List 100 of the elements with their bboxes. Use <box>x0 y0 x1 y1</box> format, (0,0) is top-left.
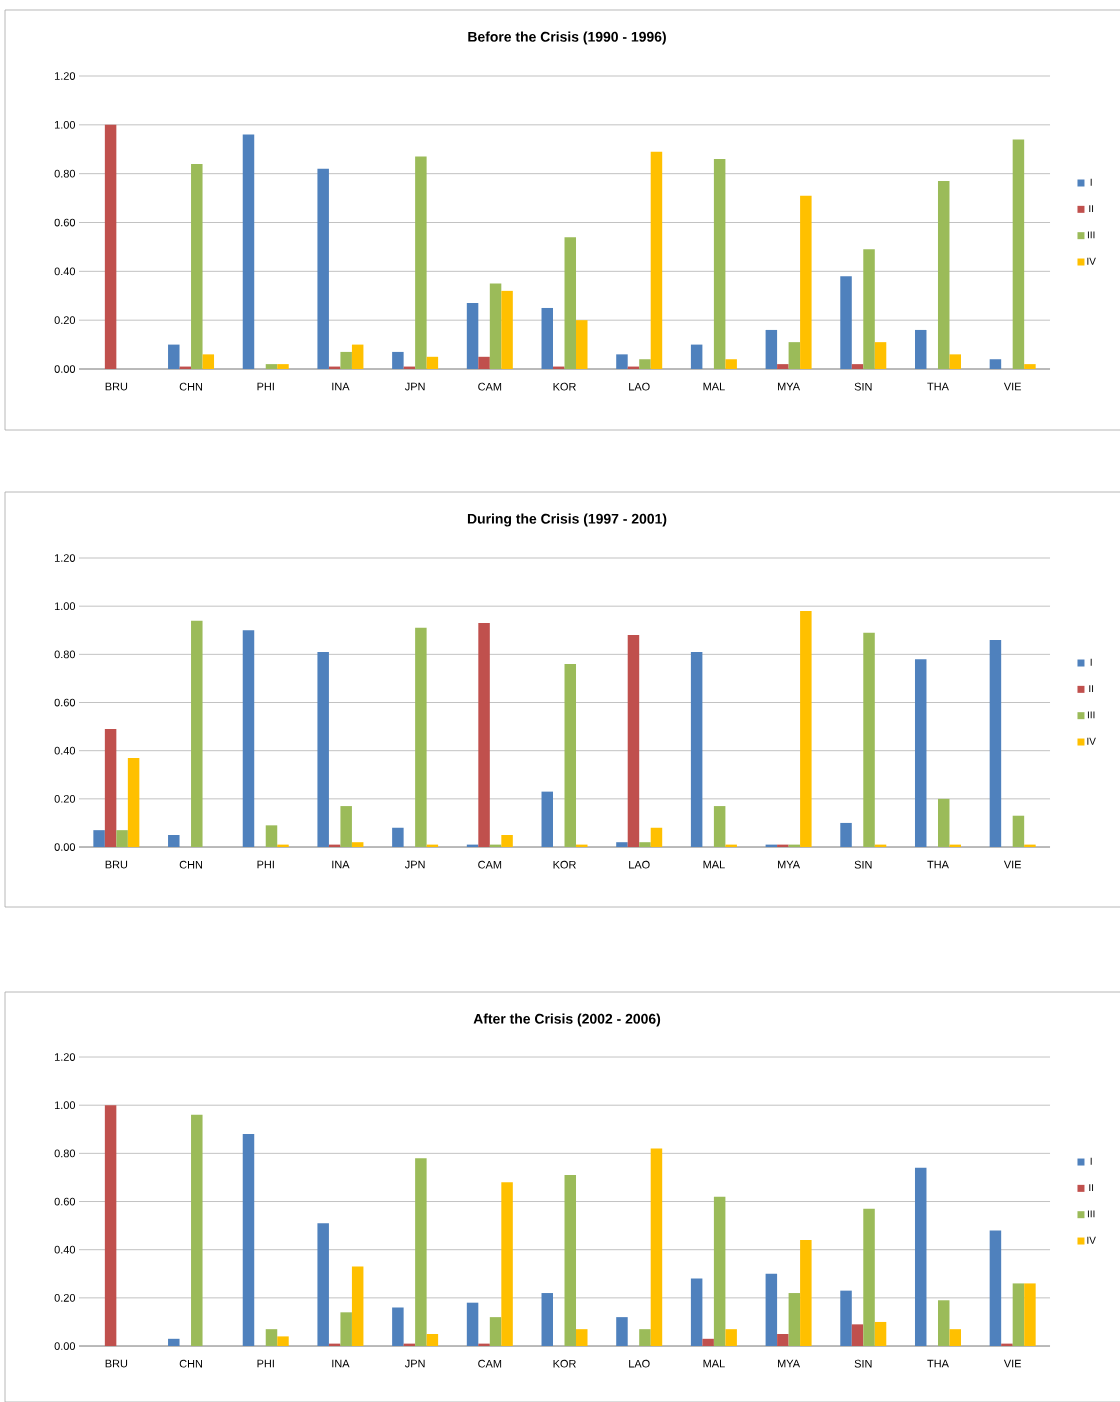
bar <box>541 307 554 370</box>
y-tick-label: 0.00 <box>54 1342 76 1350</box>
bar <box>1012 1283 1025 1347</box>
bar <box>650 151 663 370</box>
x-tick-label: KOR <box>553 382 576 391</box>
bar <box>713 159 726 370</box>
bar <box>800 195 812 370</box>
x-tick-label: MAL <box>703 860 725 869</box>
bar <box>989 639 1002 848</box>
bar <box>340 806 352 848</box>
x-tick-label: THA <box>927 1359 949 1368</box>
bar <box>501 290 513 370</box>
legend-label: I <box>1090 178 1092 186</box>
bar <box>564 663 577 848</box>
bar <box>104 729 117 848</box>
legend-label: IV <box>1087 737 1096 745</box>
x-tick-label: MYA <box>778 860 801 869</box>
bar <box>104 124 117 370</box>
bar <box>788 342 801 370</box>
bar <box>340 1312 352 1347</box>
y-tick-label: 0.20 <box>54 316 76 325</box>
bar <box>690 1278 703 1347</box>
legend-label: IV <box>1087 1236 1096 1244</box>
bar <box>949 1329 961 1347</box>
legend-label: IV <box>1087 257 1096 265</box>
bar <box>989 359 1002 370</box>
x-tick-label: KOR <box>553 1359 576 1368</box>
bar <box>725 359 737 370</box>
bar <box>564 1175 577 1347</box>
x-tick-label: KOR <box>553 860 576 869</box>
x-tick-label: PHI <box>257 382 274 391</box>
bar <box>840 822 852 848</box>
x-tick-label: JPN <box>404 1359 425 1368</box>
bar <box>851 1324 864 1347</box>
bar <box>1012 139 1025 370</box>
bar <box>616 354 628 370</box>
x-tick-label: LAO <box>629 382 650 391</box>
bar <box>466 1302 479 1347</box>
bar <box>1024 1283 1036 1347</box>
x-tick-label: CHN <box>179 1359 203 1368</box>
x-tick-label: SIN <box>854 860 872 869</box>
bar <box>501 834 513 848</box>
x-tick-label: BRU <box>105 1359 128 1368</box>
y-tick-label: 0.40 <box>54 746 76 755</box>
bar <box>478 356 490 370</box>
legend-label: I <box>1090 658 1092 666</box>
x-tick-label: MAL <box>703 382 725 391</box>
y-tick-label: 0.00 <box>54 843 76 851</box>
bar <box>639 359 651 370</box>
bar <box>765 1273 778 1347</box>
x-tick-label: LAO <box>629 860 650 869</box>
bar <box>863 632 875 848</box>
bar <box>616 1317 628 1347</box>
x-tick-label: VIE <box>1003 1359 1022 1368</box>
bar <box>351 344 364 370</box>
bar <box>874 1321 887 1347</box>
x-tick-label: CAM <box>478 382 502 391</box>
bar <box>415 156 427 370</box>
bar <box>840 1290 852 1347</box>
bar <box>765 329 778 370</box>
bar <box>851 364 864 370</box>
y-tick-label: 1.20 <box>54 1053 76 1061</box>
bar <box>541 1293 554 1347</box>
y-tick-label: 0.20 <box>54 1293 76 1302</box>
bar <box>340 351 352 370</box>
bar <box>104 1105 117 1347</box>
bar <box>949 354 961 370</box>
x-tick-label: LAO <box>629 1359 650 1368</box>
y-tick-label: 0.60 <box>54 1197 76 1206</box>
bar <box>863 249 875 370</box>
y-tick-label: 0.60 <box>54 218 76 227</box>
x-tick-label: MYA <box>778 382 801 391</box>
legend-label: III <box>1087 711 1095 719</box>
bar <box>191 620 203 848</box>
bar <box>242 134 255 370</box>
bar <box>874 342 887 370</box>
x-tick-label: SIN <box>854 382 872 391</box>
bar <box>937 1300 950 1347</box>
bar <box>191 1114 203 1347</box>
bar <box>93 830 105 848</box>
bar <box>800 611 812 848</box>
chart-title: After the Crisis (2002 - 2006) <box>473 1013 661 1027</box>
bar <box>914 1167 927 1347</box>
x-tick-label: VIE <box>1003 860 1022 869</box>
bar <box>168 834 180 848</box>
y-tick-label: 0.20 <box>54 794 76 803</box>
x-tick-label: JPN <box>404 382 425 391</box>
bar <box>277 1336 289 1347</box>
bar <box>713 806 726 848</box>
bar <box>989 1230 1002 1347</box>
x-tick-label: BRU <box>105 382 128 391</box>
y-tick-label: 0.80 <box>54 1149 76 1158</box>
bar <box>127 757 140 848</box>
y-tick-label: 0.60 <box>54 698 76 707</box>
bar <box>541 791 554 848</box>
legend-label: III <box>1087 231 1095 239</box>
bar <box>191 163 203 370</box>
bar <box>1024 364 1036 370</box>
bar <box>265 1329 278 1347</box>
x-tick-label: INA <box>332 382 350 391</box>
